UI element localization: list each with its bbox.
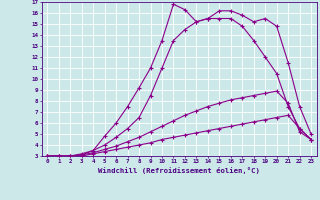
X-axis label: Windchill (Refroidissement éolien,°C): Windchill (Refroidissement éolien,°C) [98, 167, 260, 174]
